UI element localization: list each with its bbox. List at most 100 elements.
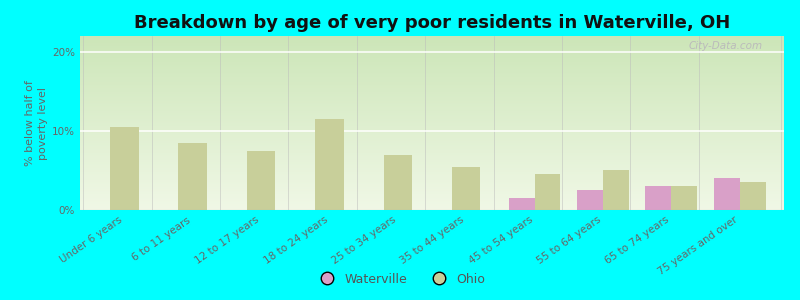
Bar xyxy=(80,104,784,105)
Bar xyxy=(80,64,784,65)
Bar xyxy=(80,115,784,116)
Bar xyxy=(80,110,784,111)
Bar xyxy=(80,202,784,203)
Bar xyxy=(80,195,784,196)
Bar xyxy=(80,119,784,120)
Bar xyxy=(603,170,629,210)
Bar xyxy=(80,138,784,139)
Bar xyxy=(80,196,784,197)
Bar xyxy=(80,108,784,109)
Bar xyxy=(80,133,784,134)
Bar xyxy=(80,201,784,202)
Bar xyxy=(714,178,739,210)
Bar xyxy=(80,45,784,46)
Bar xyxy=(80,61,784,62)
Bar xyxy=(80,186,784,187)
Text: City-Data.com: City-Data.com xyxy=(689,41,763,51)
Bar xyxy=(80,203,784,204)
Bar xyxy=(577,190,603,210)
Bar xyxy=(80,152,784,153)
Bar xyxy=(80,96,784,97)
Bar xyxy=(80,127,784,128)
Bar xyxy=(80,57,784,58)
Bar xyxy=(80,123,784,124)
Bar xyxy=(80,142,784,143)
Bar xyxy=(80,102,784,103)
Bar xyxy=(80,187,784,188)
Bar xyxy=(80,120,784,121)
Bar xyxy=(80,44,784,45)
Bar xyxy=(80,155,784,156)
Bar xyxy=(80,88,784,89)
Bar xyxy=(80,59,784,60)
Bar xyxy=(80,154,784,155)
Bar xyxy=(80,204,784,205)
Bar xyxy=(80,168,784,169)
Bar xyxy=(80,80,784,81)
Bar xyxy=(80,77,784,78)
Bar xyxy=(80,52,784,53)
Bar xyxy=(80,178,784,179)
Bar xyxy=(383,154,412,210)
Bar xyxy=(80,198,784,199)
Bar xyxy=(80,167,784,168)
Bar xyxy=(80,83,784,84)
Bar xyxy=(80,86,784,87)
Bar xyxy=(80,150,784,151)
Bar xyxy=(80,90,784,91)
Bar xyxy=(80,97,784,98)
Bar xyxy=(80,143,784,144)
Bar xyxy=(646,186,671,210)
Bar xyxy=(80,135,784,136)
Bar xyxy=(80,70,784,71)
Bar xyxy=(80,116,784,117)
Bar xyxy=(80,56,784,57)
Bar xyxy=(80,100,784,101)
Bar xyxy=(80,78,784,79)
Bar xyxy=(80,147,784,148)
Bar xyxy=(80,151,784,152)
Bar xyxy=(80,54,784,55)
Bar xyxy=(80,173,784,174)
Bar xyxy=(80,85,784,86)
Bar xyxy=(80,191,784,192)
Bar xyxy=(80,162,784,163)
Bar xyxy=(315,119,344,210)
Title: Breakdown by age of very poor residents in Waterville, OH: Breakdown by age of very poor residents … xyxy=(134,14,730,32)
Bar xyxy=(80,62,784,63)
Bar xyxy=(80,153,784,154)
Bar xyxy=(80,205,784,206)
Bar xyxy=(80,172,784,173)
Bar xyxy=(80,111,784,112)
Bar xyxy=(80,190,784,191)
Bar xyxy=(80,48,784,49)
Bar xyxy=(80,200,784,201)
Legend: Waterville, Ohio: Waterville, Ohio xyxy=(310,268,490,291)
Bar xyxy=(671,186,697,210)
Bar xyxy=(80,177,784,178)
Bar xyxy=(80,140,784,141)
Bar xyxy=(80,72,784,73)
Bar xyxy=(80,166,784,167)
Bar xyxy=(80,103,784,104)
Bar xyxy=(80,179,784,180)
Bar xyxy=(80,46,784,47)
Bar xyxy=(80,165,784,166)
Bar xyxy=(80,68,784,69)
Bar xyxy=(80,163,784,164)
Bar xyxy=(80,197,784,198)
Bar xyxy=(80,117,784,118)
Bar xyxy=(80,121,784,122)
Bar xyxy=(80,39,784,40)
Bar xyxy=(80,66,784,67)
Bar xyxy=(80,169,784,170)
Bar xyxy=(80,161,784,162)
Bar xyxy=(80,49,784,50)
Bar xyxy=(80,69,784,70)
Bar xyxy=(80,170,784,171)
Bar xyxy=(80,130,784,131)
Bar xyxy=(80,55,784,56)
Bar xyxy=(80,207,784,208)
Bar xyxy=(80,188,784,189)
Bar xyxy=(80,124,784,125)
